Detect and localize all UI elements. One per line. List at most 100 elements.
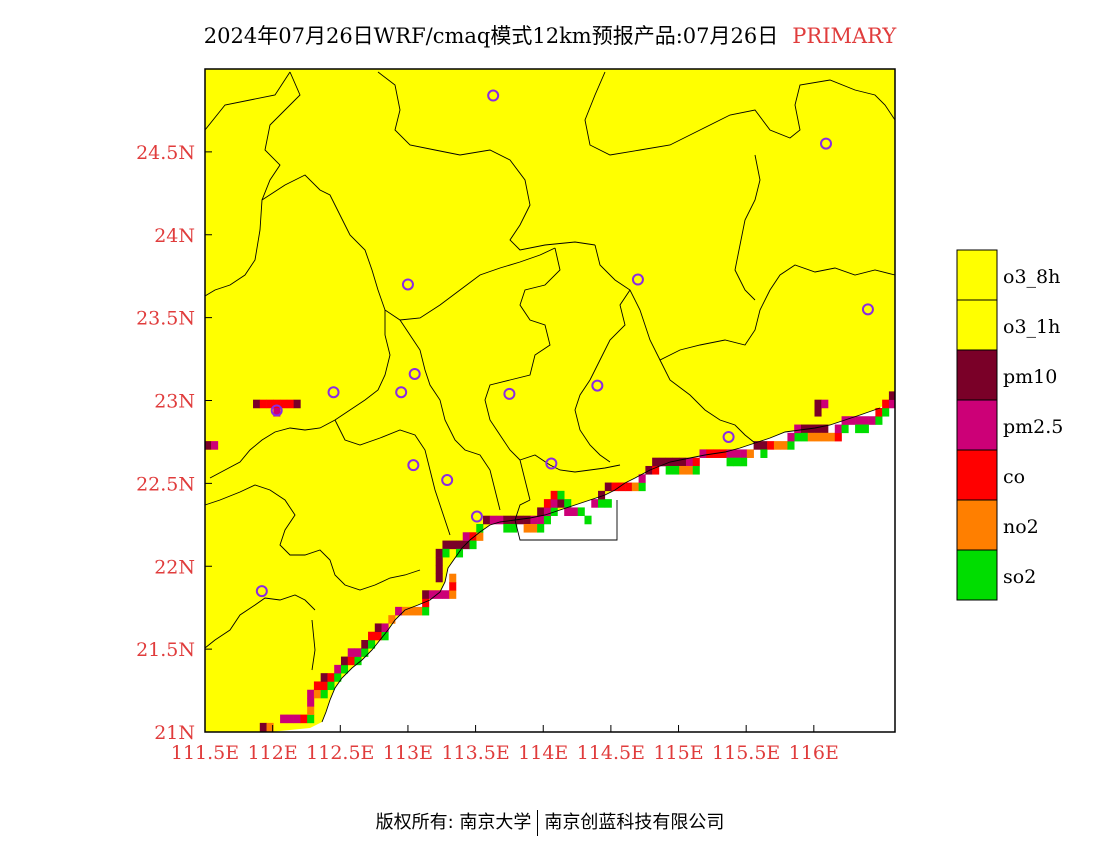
legend-swatch: [956, 249, 998, 301]
pollutant-cell-pm2-5: [787, 432, 795, 442]
x-tick-label: 112E: [248, 742, 298, 764]
city-marker: [861, 303, 874, 316]
boundary-shenzhen: [519, 454, 621, 473]
pollutant-cell-so2: [354, 656, 362, 666]
pollutant-cell-so2: [368, 640, 376, 649]
pollutant-cell-so2: [733, 457, 741, 467]
x-tick-label: 113E: [383, 742, 433, 764]
pollutant-cell-pm2-5: [354, 648, 362, 657]
pollutant-cell-pm2-5: [855, 416, 863, 425]
boundary-heyuan-north: [584, 71, 896, 156]
pollutant-cell-co: [469, 532, 477, 541]
city-marker: [591, 379, 604, 392]
pollutant-cell-pm10: [435, 565, 443, 575]
pollutant-cell-pm2-5: [699, 449, 707, 458]
y-axis-ticks: 21N 21.5N 22N 22.5N 23N 23.5N 24N 24.5N: [136, 142, 212, 744]
boundary-guangzhou-east: [484, 247, 561, 501]
pollutant-cell-co: [652, 465, 660, 475]
legend-label: co: [1003, 466, 1025, 488]
boundary-huizhou-east: [659, 359, 756, 444]
pollutant-cell-so2: [334, 673, 342, 682]
pollutant-cell-pm2-5: [496, 515, 504, 525]
pollutant-cell-no2: [449, 590, 457, 599]
pollutant-cell-so2: [692, 465, 700, 475]
y-tick-label: 24N: [154, 225, 195, 247]
y-tick-label: 24.5N: [136, 142, 195, 164]
pollutant-cell-co: [692, 457, 700, 467]
x-tick-label: 116E: [789, 742, 839, 764]
pollutant-cell-pm10: [435, 557, 443, 566]
x-tick-label: 114E: [518, 742, 568, 764]
pollutant-cell-pm2-5: [442, 590, 450, 599]
pollutant-cell-pm2-5: [286, 714, 294, 724]
city-marker: [407, 459, 420, 472]
pollutant-cell-co: [449, 581, 457, 591]
city-marker: [487, 89, 500, 102]
pollutant-cell-pm2-5: [334, 664, 342, 674]
pollutant-cell-co: [280, 399, 288, 409]
pollutant-cell-pm10: [888, 391, 895, 400]
pollutant-cell-pm10: [422, 590, 430, 599]
pollutant-cell-co: [327, 673, 335, 682]
pollutant-cell-pm10: [462, 540, 470, 550]
map-title-main: 2024年07月26日WRF/cmaq模式12km预报产品:07月26日: [203, 24, 779, 48]
legend: o3_8h o3_1h pm10 pm2.5 co no2 so2: [956, 249, 1063, 601]
pollutant-cell-co: [767, 441, 775, 450]
pollutant-cell-so2: [577, 507, 585, 516]
pollutant-cell-pm10: [259, 722, 267, 732]
pollutant-cell-pm10: [374, 623, 382, 633]
pollutant-cell-no2: [679, 465, 687, 475]
y-tick-label: 22N: [154, 556, 195, 578]
pollutant-cell-co: [300, 714, 308, 724]
pollutant-cell-pm10: [537, 507, 545, 516]
pollutant-cell-pm10: [516, 515, 524, 525]
pollutant-cell-pm10: [658, 457, 666, 467]
pollutant-cell-co: [374, 631, 382, 641]
legend-swatch: [956, 449, 998, 501]
city-marker: [820, 137, 832, 150]
x-tick-label: 113.5E: [441, 742, 509, 764]
pollutant-cell-co: [347, 656, 355, 666]
pollutant-cell-pm10: [672, 457, 680, 467]
pollutant-cell-pm10: [821, 424, 829, 434]
coastline: [321, 407, 881, 723]
pollutant-cell-co: [313, 681, 321, 691]
pollutant-cell-so2: [510, 523, 518, 533]
pollutant-cell-so2: [787, 441, 795, 450]
legend-swatch: [956, 549, 998, 601]
city-marker: [255, 585, 268, 598]
pollutant-cell-no2: [773, 441, 781, 450]
pollutant-cell-pm2-5: [307, 689, 315, 699]
city-marker: [270, 404, 283, 417]
pollutant-cell-co: [543, 499, 551, 508]
y-tick-label: 21N: [154, 722, 195, 744]
boundary-west-north: [204, 71, 301, 297]
boundary-heyuan-south: [594, 244, 896, 361]
pollutant-cell-no2: [313, 689, 321, 699]
pollutant-cell-pm2-5: [861, 416, 869, 425]
pollutant-cell-pm2-5: [381, 623, 389, 633]
pollutant-cell-co: [618, 482, 626, 492]
pollutant-cell-pm2-5: [834, 424, 842, 434]
pollutant-cell-pm10: [253, 399, 261, 409]
pollutant-cell-co: [719, 449, 727, 458]
pollutant-cell-pm10: [361, 640, 369, 649]
pollutant-cell-so2: [841, 424, 849, 434]
pollutant-cell-co: [259, 399, 267, 409]
pollutant-cell-no2: [780, 441, 788, 450]
pollutant-cell-no2: [415, 606, 423, 616]
pollutant-cell-pm2-5: [841, 416, 849, 425]
pollutant-cell-pm10: [557, 499, 565, 508]
pollutant-cell-so2: [455, 548, 464, 558]
pollutant-cell-pm10: [293, 399, 301, 409]
pollutant-cell-pm2-5: [530, 515, 538, 525]
pollutant-cell-pm2-5: [489, 515, 497, 525]
city-marker: [470, 510, 483, 523]
legend-swatch: [956, 499, 998, 551]
pollutant-cell-pm2-5: [428, 590, 436, 599]
boundary-hongkong: [514, 499, 618, 541]
city-marker: [401, 278, 414, 291]
pollutant-cell-so2: [800, 432, 809, 442]
pollutant-cell-so2: [564, 499, 572, 508]
pollutant-cells: [205, 391, 895, 732]
